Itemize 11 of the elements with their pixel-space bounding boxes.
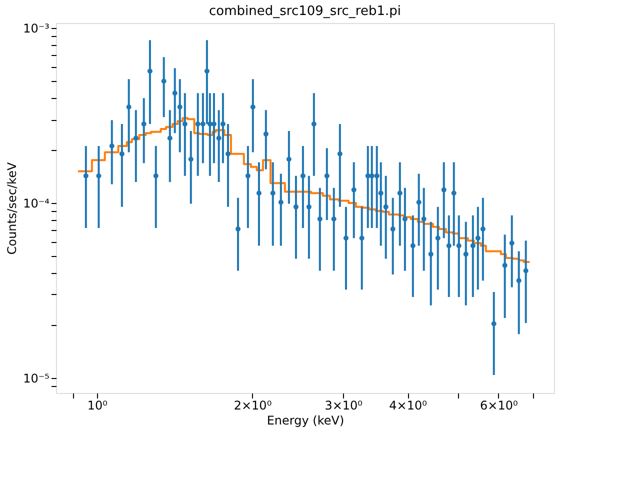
y-tick-label: 10⁻⁵: [23, 371, 50, 386]
y-tick-label: 10⁻⁴: [23, 196, 50, 211]
y-tick-label: 10⁻³: [23, 22, 50, 36]
x-tick-label: 4×10⁰: [389, 398, 428, 412]
x-tick-label: 6×10⁰: [480, 398, 518, 412]
x-tick-label: 2×10⁰: [234, 398, 272, 412]
chart-title: combined_src109_src_reb1.pi: [209, 4, 401, 20]
x-axis-title: Energy (keV): [266, 414, 344, 428]
x-tick-label: 10⁰: [87, 398, 108, 412]
y-axis-title: Counts/sec/keV: [5, 162, 20, 255]
x-tick-label: 3×10⁰: [324, 398, 363, 412]
